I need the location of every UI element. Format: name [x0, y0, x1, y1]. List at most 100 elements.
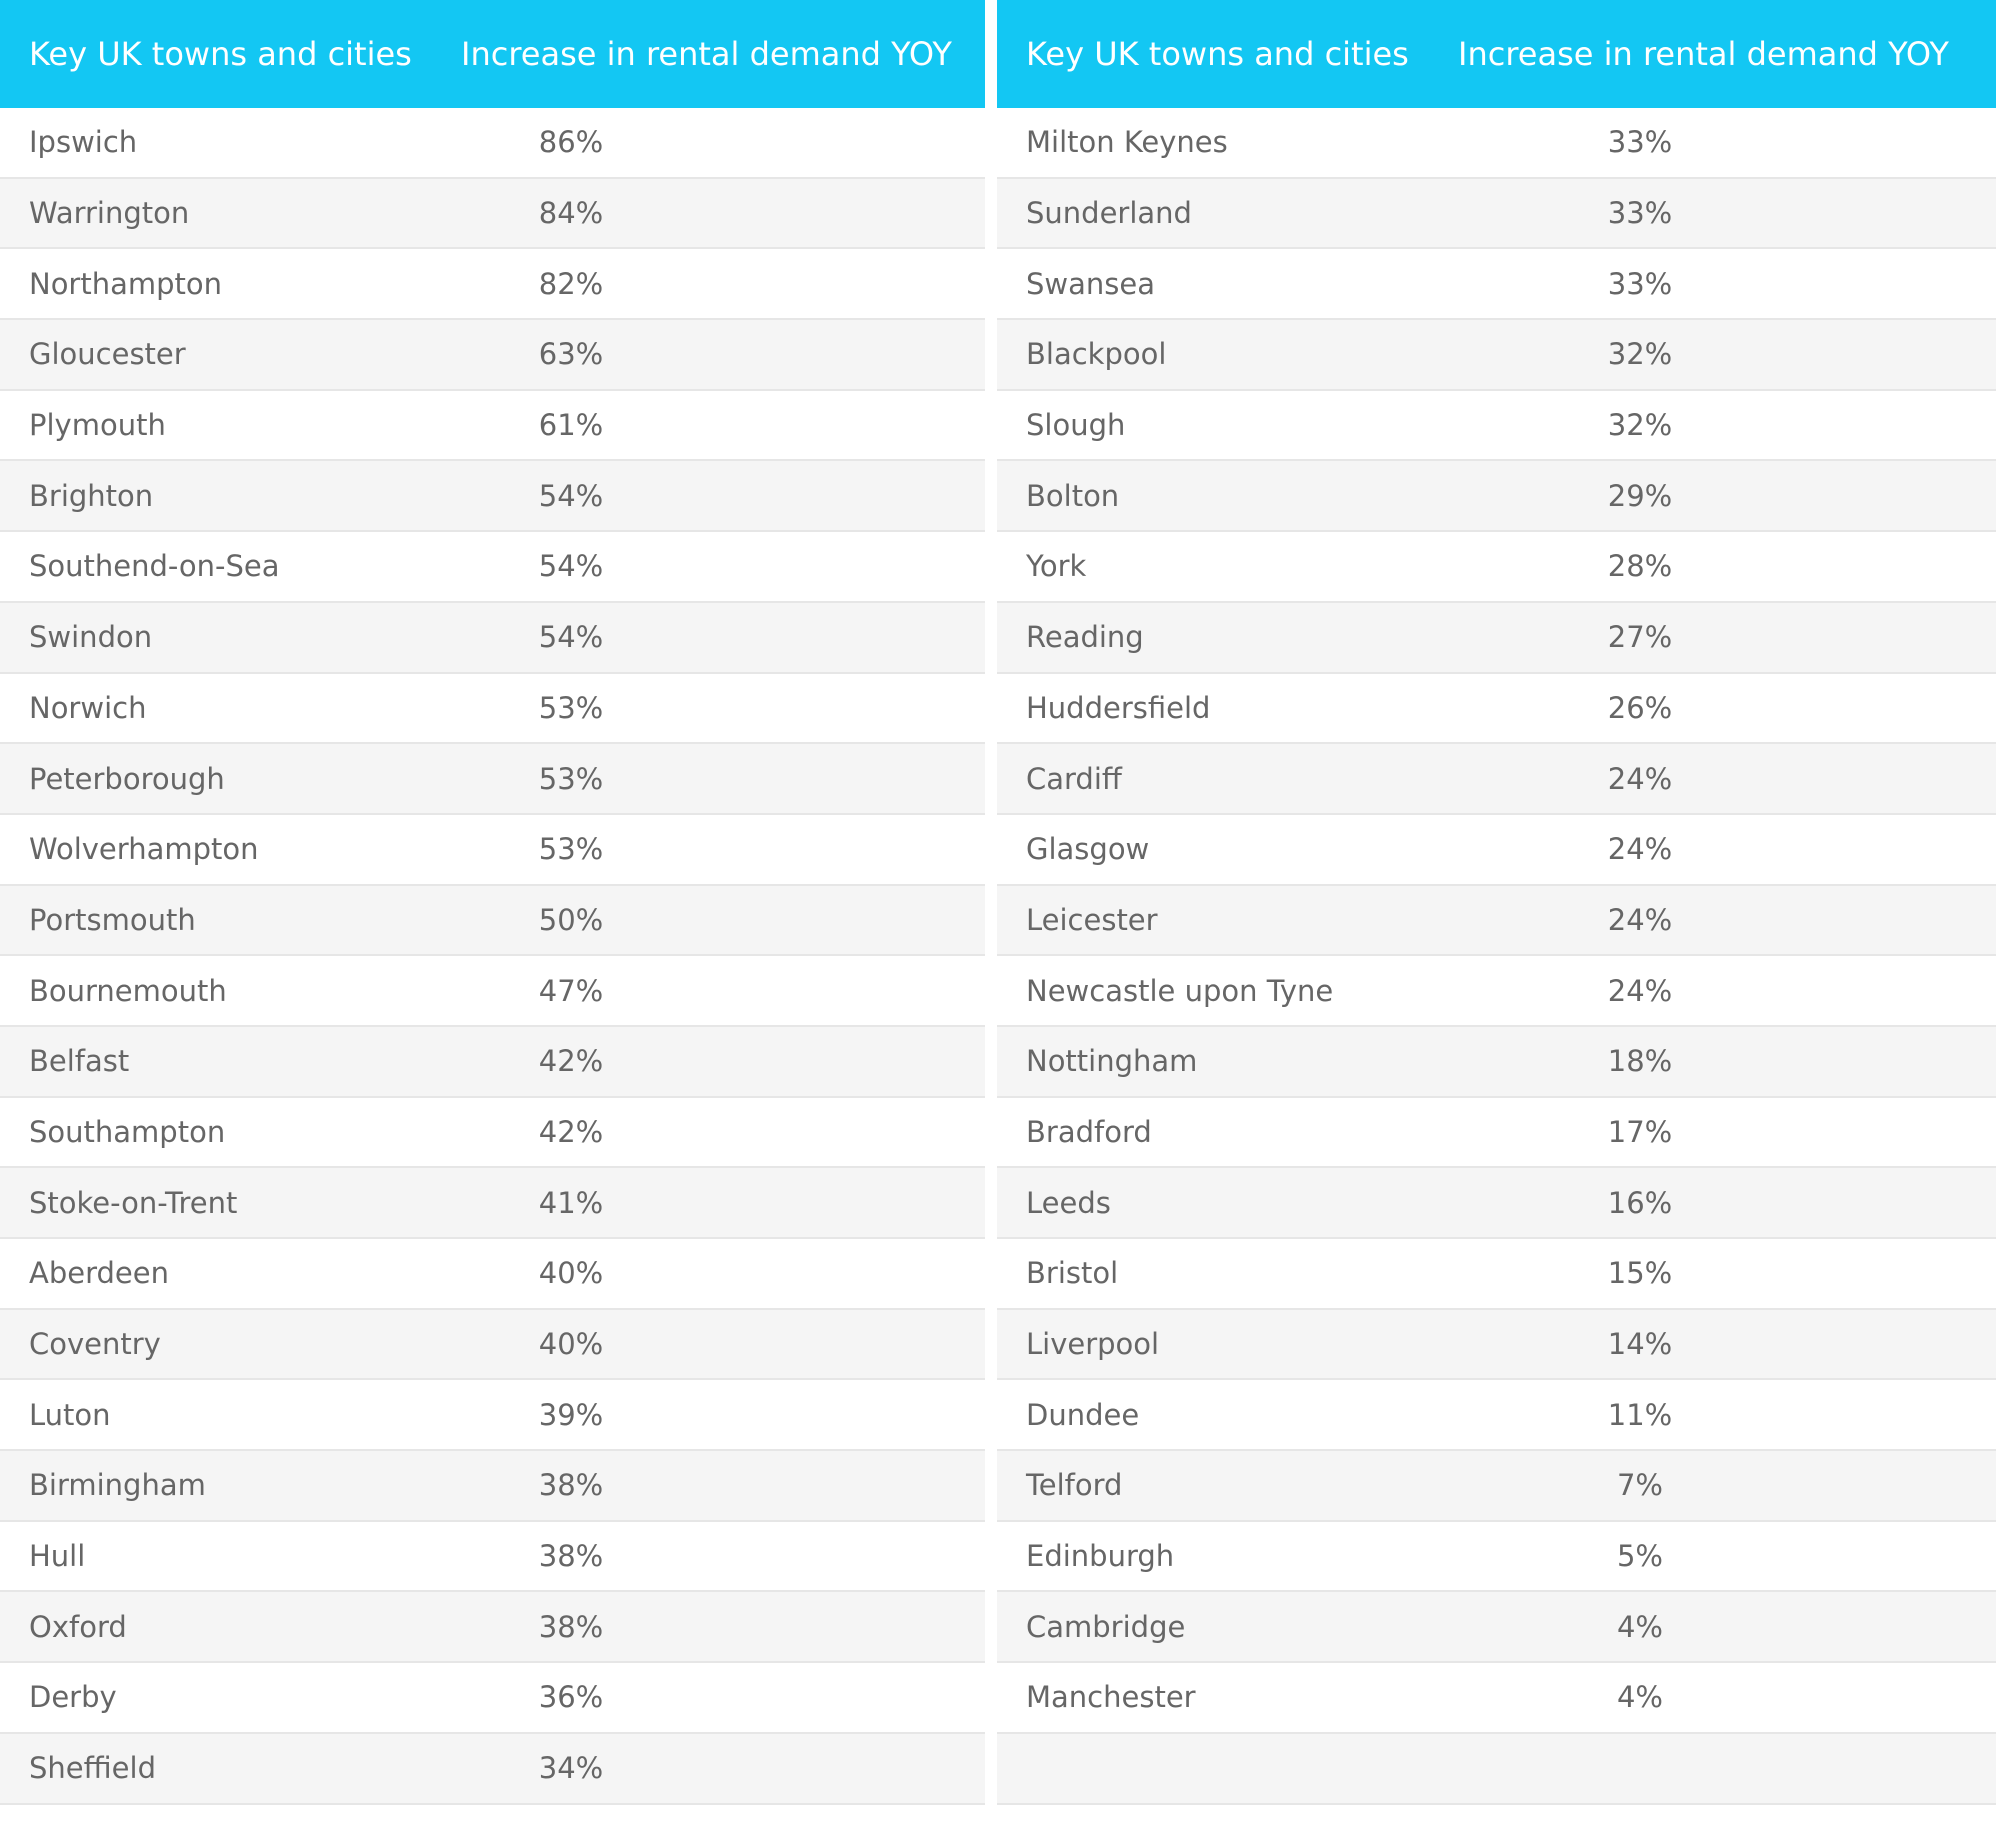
city-cell: Brighton [29, 478, 154, 513]
demand-value-cell: 28% [1607, 549, 1673, 584]
demand-value-cell: 42% [538, 1114, 604, 1149]
city-cell: Ipswich [29, 125, 138, 160]
demand-value-cell: 24% [1607, 973, 1673, 1008]
demand-value-cell: 29% [1607, 478, 1673, 513]
city-cell: Birmingham [29, 1468, 206, 1503]
demand-value-cell: 38% [538, 1539, 604, 1574]
city-cell: Glasgow [1026, 832, 1150, 867]
city-cell: Edinburgh [1026, 1539, 1175, 1574]
city-cell: Nottingham [1026, 1044, 1198, 1079]
demand-value-cell: 61% [538, 408, 604, 443]
demand-value-cell: 18% [1607, 1044, 1673, 1079]
table-row: Portsmouth 50% [0, 885, 985, 957]
table-row: Warrington 84% [0, 178, 985, 250]
table-row: Peterborough 53% [0, 744, 985, 815]
city-cell: Leicester [1026, 902, 1158, 937]
city-cell: Plymouth [29, 408, 166, 443]
header-city-column: Key UK towns and cities [1026, 35, 1409, 73]
demand-value-cell: 17% [1607, 1114, 1673, 1149]
city-cell: Northampton [29, 266, 223, 301]
city-cell: York [1026, 549, 1087, 584]
demand-value-cell: 24% [1607, 902, 1673, 937]
city-cell: Sheffield [29, 1751, 156, 1786]
demand-value-cell: 16% [1607, 1185, 1673, 1220]
city-cell: Stoke-on-Trent [29, 1185, 238, 1220]
city-cell: Slough [1026, 408, 1126, 443]
city-cell: Bradford [1026, 1114, 1152, 1149]
table-row: Gloucester 63% [0, 320, 985, 391]
rental-demand-table-right: Key UK towns and cities Increase in rent… [997, 0, 1996, 1805]
table-row: Hull 38% [0, 1521, 985, 1593]
table-row: York 28% [997, 532, 1996, 603]
city-cell: Reading [1026, 620, 1144, 655]
demand-value-cell: 41% [538, 1185, 604, 1220]
table-row: Northampton 82% [0, 249, 985, 321]
demand-value-cell: 54% [538, 478, 604, 513]
table-row: Swansea 33% [997, 249, 1996, 321]
header-demand-column: Increase in rental demand YOY [1458, 35, 1949, 73]
demand-value-cell: 32% [1607, 408, 1673, 443]
table-row: Newcastle upon Tyne 24% [997, 956, 1996, 1027]
city-cell: Bournemouth [29, 973, 227, 1008]
table-row: Edinburgh 5% [997, 1521, 1996, 1593]
city-cell: Dundee [1026, 1397, 1140, 1432]
demand-value-cell: 86% [538, 125, 604, 160]
table-row: Plymouth 61% [0, 390, 985, 462]
demand-value-cell: 33% [1607, 266, 1673, 301]
table-row: Aberdeen 40% [0, 1239, 985, 1310]
demand-value-cell: 84% [538, 196, 604, 231]
table-row: Bournemouth 47% [0, 956, 985, 1027]
city-cell: Swansea [1026, 266, 1155, 301]
table-row: Milton Keynes 33% [997, 108, 1996, 179]
demand-value-cell: 42% [538, 1044, 604, 1079]
demand-value-cell: 53% [538, 690, 604, 725]
demand-value-cell: 36% [538, 1680, 604, 1715]
city-cell: Peterborough [29, 761, 225, 796]
table-row: Leeds 16% [997, 1168, 1996, 1239]
table-row: Cambridge 4% [997, 1592, 1996, 1664]
demand-value-cell: 15% [1607, 1256, 1673, 1291]
table-row: Ipswich 86% [0, 108, 985, 179]
city-cell: Coventry [29, 1327, 161, 1362]
demand-value-cell: 54% [538, 620, 604, 655]
city-cell: Cardiff [1026, 761, 1122, 796]
city-cell: Bristol [1026, 1256, 1119, 1291]
table-row: Blackpool 32% [997, 320, 1996, 391]
demand-value-cell: 4% [1616, 1609, 1663, 1644]
demand-value-cell: 38% [538, 1609, 604, 1644]
header-city-column: Key UK towns and cities [29, 35, 412, 73]
table-row: Belfast 42% [0, 1026, 985, 1098]
table-row: Nottingham 18% [997, 1026, 1996, 1098]
demand-value-cell: 82% [538, 266, 604, 301]
demand-value-cell: 53% [538, 832, 604, 867]
demand-value-cell: 50% [538, 902, 604, 937]
table-row: Sheffield 34% [0, 1733, 985, 1805]
table-row: Telford 7% [997, 1451, 1996, 1522]
demand-value-cell: 27% [1607, 620, 1673, 655]
table-row: Cardiff 24% [997, 744, 1996, 815]
city-cell: Swindon [29, 620, 153, 655]
city-cell: Hull [29, 1539, 86, 1574]
city-cell: Huddersfield [1026, 690, 1211, 725]
city-cell: Blackpool [1026, 337, 1167, 372]
demand-value-cell: 11% [1607, 1397, 1673, 1432]
table-row: Luton 39% [0, 1380, 985, 1452]
table-body: Ipswich 86% Warrington 84% Northampton 82% Glo… [0, 108, 985, 1805]
demand-value-cell: 40% [538, 1327, 604, 1362]
table-row: Derby 36% [0, 1663, 985, 1734]
city-cell: Bolton [1026, 478, 1120, 513]
table-body: Milton Keynes 33% Sunderland 33% Swansea 33% B… [997, 108, 1996, 1805]
city-cell: Manchester [1026, 1680, 1196, 1715]
table-row: Brighton 54% [0, 461, 985, 533]
demand-value-cell: 47% [538, 973, 604, 1008]
table-row: Bolton 29% [997, 461, 1996, 533]
city-cell: Portsmouth [29, 902, 196, 937]
city-cell: Newcastle upon Tyne [1026, 973, 1334, 1008]
city-cell: Luton [29, 1397, 111, 1432]
demand-value-cell: 26% [1607, 690, 1673, 725]
city-cell: Milton Keynes [1026, 125, 1228, 160]
demand-value-cell: 5% [1616, 1539, 1663, 1574]
city-cell: Cambridge [1026, 1609, 1186, 1644]
demand-value-cell: 53% [538, 761, 604, 796]
table-row: Glasgow 24% [997, 814, 1996, 886]
